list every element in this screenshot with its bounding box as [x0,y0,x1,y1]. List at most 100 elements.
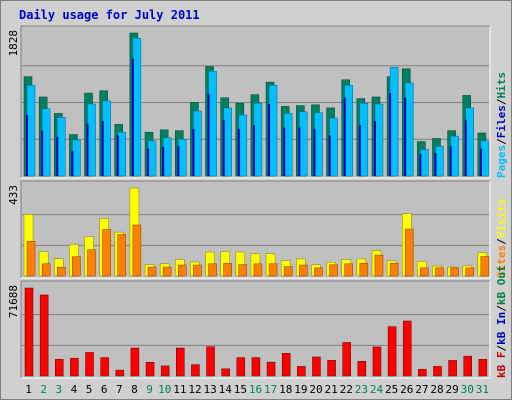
legend-item: Sites [495,245,508,278]
bar-files [389,93,392,176]
bar-sites [147,266,157,277]
x-tick-label: 15 [234,383,247,396]
bar-sites [87,249,96,277]
bar-pages [420,149,429,177]
bar-files [237,129,240,176]
bar-files [419,154,422,176]
legend-item: kB In [495,312,508,345]
x-tick-label: 10 [158,383,171,396]
bar-sites [223,262,232,277]
x-tick-label: 30 [461,383,474,396]
bar-files [298,127,301,176]
x-tick-label: 3 [56,383,63,396]
bar-kb [372,346,382,377]
x-tick-label: 31 [476,383,489,396]
legend-item: kB Out [495,265,508,305]
legend-visits-sites: Sites/Visits [495,199,508,279]
bar-sites [72,256,81,277]
bar-files [313,129,316,176]
x-tick-label: 28 [430,383,443,396]
bar-pages [389,67,399,177]
bar-sites [480,256,490,277]
y-max-label: 71688 [7,285,20,318]
bar-kb [221,368,230,377]
bar-pages [359,102,369,177]
x-tick-label: 17 [264,383,277,396]
bar-kb [100,357,109,377]
bar-pages [374,103,384,177]
bar-kb [402,320,412,377]
bar-sites [404,228,414,277]
legend-item: Visits [495,199,508,239]
bar-sites [102,229,111,277]
bar-files [101,121,104,176]
x-tick-label: 13 [203,383,216,396]
x-tick-label: 4 [71,383,78,396]
bar-kb [297,366,306,377]
bar-sites [465,267,474,277]
bar-files [222,119,225,176]
bar-pages [87,103,96,177]
bar-files [86,123,89,176]
bar-pages [344,85,353,177]
bar-pages [465,107,474,177]
bar-kb [463,355,472,377]
bar-pages [72,139,81,177]
bar-sites [299,264,308,277]
bar-kb [115,369,125,377]
x-tick-label: 14 [219,383,233,396]
legend-separator: / [495,98,508,105]
legend-separator: / [495,238,508,245]
bar-files [358,125,361,176]
bar-files [479,148,482,176]
bar-files [434,153,437,176]
bar-kb [251,357,261,377]
bar-kb [327,360,336,377]
bar-pages [404,82,414,177]
y-max-label: 1828 [7,30,20,57]
bar-files [177,146,180,176]
bar-files [268,104,271,176]
bar-kb [191,364,200,377]
bar-sites [389,262,399,277]
bar-pages [223,107,232,177]
bar-kb [433,366,442,377]
bar-kb [236,357,246,377]
legend-item: Hits [495,72,508,99]
bar-sites [208,263,217,277]
bar-pages [314,112,323,177]
bar-files [71,150,74,176]
bar-kb [387,326,397,377]
bar-pages [238,114,248,177]
legend-kbytes: kB F/kB In/kB Out [495,265,508,378]
bar-files [464,119,467,176]
legend-item: Pages [495,145,508,178]
bar-sites [193,264,202,277]
legend-separator: / [495,138,508,145]
bar-kb [39,294,49,377]
x-tick-label: 22 [340,383,353,396]
bar-sites [450,267,459,277]
bar-pages [117,131,127,177]
x-tick-label: 5 [86,383,93,396]
bar-files [192,129,195,176]
bar-sites [238,264,248,277]
bar-kb [478,359,488,377]
bar-kb [418,368,427,377]
bar-kb [70,357,79,377]
chart-title: Daily usage for July 2011 [19,8,200,22]
bar-kb [130,347,140,377]
bar-sites [329,264,338,277]
bar-pages [102,100,111,177]
bar-files [147,148,150,176]
x-tick-label: 19 [294,383,307,396]
bar-files [343,97,346,176]
legend-item: / [495,305,508,312]
bar-sites [117,234,127,277]
bar-files [252,125,255,176]
bar-files [283,127,286,176]
bar-sites [314,267,323,277]
x-tick-label: 7 [116,383,123,396]
bar-kb [357,361,367,377]
